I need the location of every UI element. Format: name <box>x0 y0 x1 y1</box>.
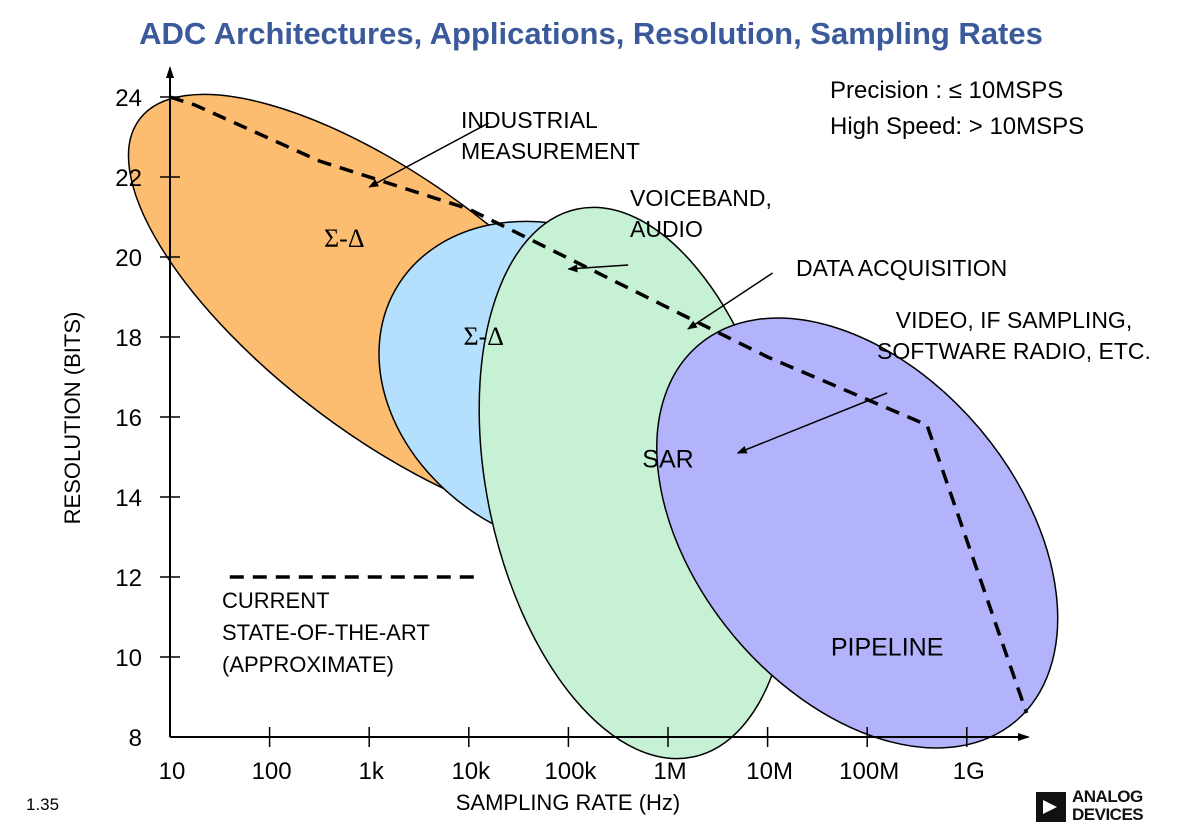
annotation-arrow <box>567 264 629 273</box>
y-tick-label: 16 <box>115 405 142 432</box>
x-tick-label: 1G <box>953 758 985 785</box>
annotation-arrow <box>736 392 888 454</box>
annotation-text: VOICEBAND, <box>630 185 772 211</box>
y-axis-label: RESOLUTION (BITS) <box>60 312 85 525</box>
y-tick-label: 18 <box>115 325 142 352</box>
regions-layer <box>127 93 1059 760</box>
annotation-arrow <box>368 122 490 188</box>
x-tick-label: 100k <box>544 758 597 785</box>
annotation-text: VIDEO, IF SAMPLING, <box>896 307 1132 333</box>
x-tick-label: 100M <box>839 758 899 785</box>
y-tick-label: 8 <box>129 725 142 752</box>
region-label-sigma-delta-low: Σ-Δ <box>324 224 365 253</box>
y-tick-label: 14 <box>115 485 142 512</box>
slide-number: 1.35 <box>26 795 60 814</box>
precision-note: Precision : ≤ 10MSPS <box>830 77 1064 104</box>
logo-triangle-icon <box>1036 792 1066 822</box>
logo-line-2: DEVICES <box>1072 805 1144 824</box>
state-of-the-art-layer <box>169 95 1029 714</box>
legend-text-line: CURRENT <box>222 588 330 613</box>
x-tick-label: 10 <box>159 758 186 785</box>
annotation-arrow <box>687 272 773 330</box>
chart-title: ADC Architectures, Applications, Resolut… <box>139 16 1043 51</box>
annotations-layer: CURRENT STATE-OF-THE-ART (APPROXIMATE) INDU… <box>222 107 1151 677</box>
y-tick-label: 24 <box>115 85 142 112</box>
x-tick-label: 10k <box>451 758 491 785</box>
logo-line-1: ANALOG <box>1072 787 1143 806</box>
annotation-text: DATA ACQUISITION <box>796 255 1007 281</box>
legend-text-line: STATE-OF-THE-ART <box>222 620 430 645</box>
y-tick-label: 20 <box>115 245 142 272</box>
region-label-sigma-delta-audio: Σ-Δ <box>463 322 504 351</box>
region-label-pipeline: PIPELINE <box>831 634 944 662</box>
x-tick-label: 1M <box>653 758 686 785</box>
y-tick-label: 12 <box>115 565 142 592</box>
x-tick-label: 100 <box>252 758 292 785</box>
x-axis-label: SAMPLING RATE (Hz) <box>456 790 681 815</box>
y-tick-label: 10 <box>115 645 142 672</box>
legend-text-line: (APPROXIMATE) <box>222 652 394 677</box>
analog-devices-logo: ANALOG DEVICES <box>1036 788 1166 828</box>
annotation-text: MEASUREMENT <box>461 138 640 164</box>
region-pipeline <box>656 317 1059 749</box>
annotation-text: AUDIO <box>630 216 703 242</box>
high-speed-note: High Speed: > 10MSPS <box>830 113 1085 140</box>
y-tick-label: 22 <box>115 165 142 192</box>
labels-layer: Σ-Δ Σ-Δ SAR PIPELINE <box>324 224 943 662</box>
annotation-text: INDUSTRIAL <box>461 107 598 133</box>
axes-layer: 8 10 12 14 16 18 20 22 24 10 100 1k 10k 100k 1M 10M 100M… <box>60 66 1030 815</box>
x-tick-label: 1k <box>359 758 385 785</box>
annotation-text: SOFTWARE RADIO, ETC. <box>877 338 1151 364</box>
x-tick-label: 10M <box>746 758 793 785</box>
region-label-sar: SAR <box>642 446 693 474</box>
logo-text: ANALOG DEVICES <box>1072 787 1144 824</box>
state-of-the-art-line <box>169 95 1029 714</box>
